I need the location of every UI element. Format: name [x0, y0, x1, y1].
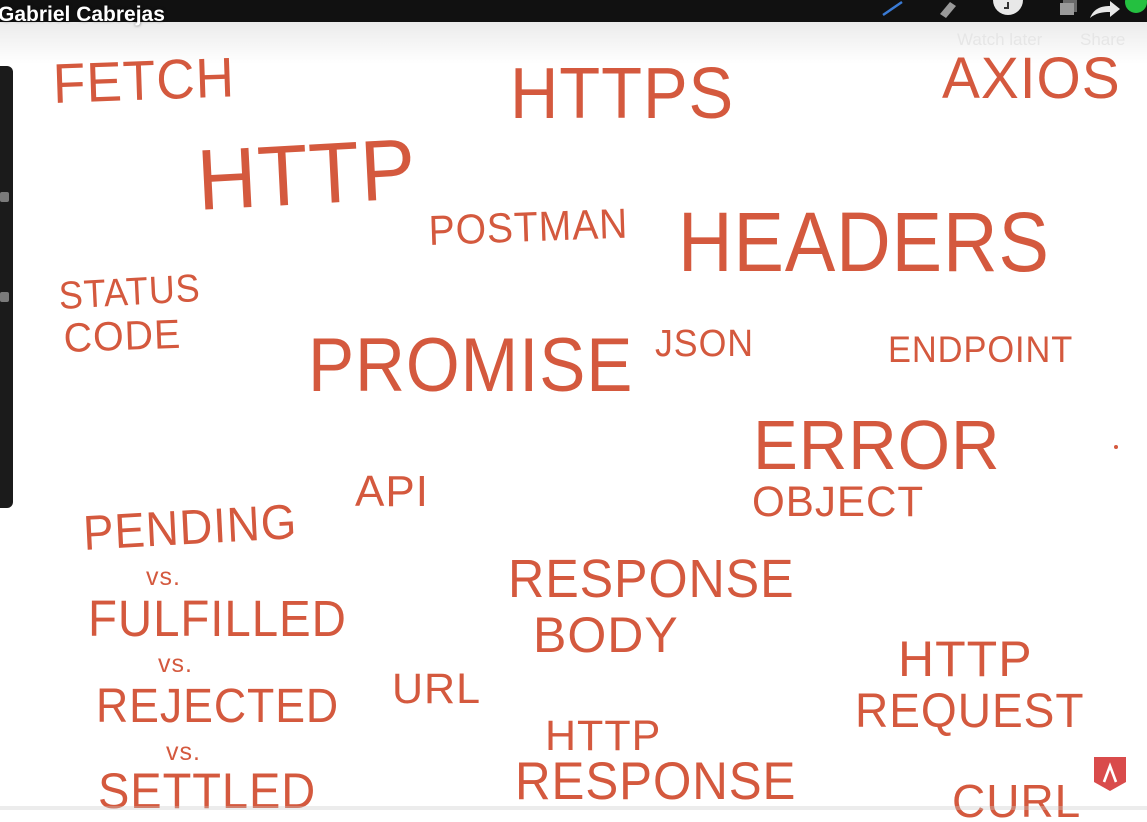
word-endpoint: ENDPOINT [888, 329, 1074, 370]
word-http-response-2: RESPONSE [515, 752, 797, 811]
watch-later-button[interactable]: Watch later [957, 30, 1043, 49]
word-json: JSON [655, 323, 755, 365]
word-axios: AXIOS [942, 46, 1121, 111]
channel-logo-icon[interactable] [1093, 756, 1127, 792]
top-toolbar-icons [882, 0, 956, 18]
clock-icon[interactable] [992, 0, 1024, 18]
tool-slider-handle[interactable] [0, 292, 9, 302]
word-object: OBJECT [752, 478, 925, 526]
channel-name[interactable]: Gabriel Cabrejas [0, 3, 165, 26]
highlighter-icon[interactable] [940, 2, 956, 18]
word-curl: CURL [952, 775, 1082, 822]
word-status: STATUS [57, 266, 202, 318]
word-code: CODE [62, 310, 182, 361]
word-response: RESPONSE [508, 549, 795, 609]
video-progress-track[interactable] [0, 806, 1147, 810]
word-error: ERROR [753, 406, 1001, 484]
word-http: HTTP [194, 121, 419, 229]
word-vs-2: vs. [158, 650, 193, 678]
word-http-request-2: REQUEST [855, 685, 1085, 738]
word-postman: POSTMAN [427, 199, 629, 254]
word-pending: PENDING [81, 494, 299, 561]
word-http-response-1: HTTP [545, 712, 662, 760]
word-http-request-1: HTTP [898, 631, 1033, 687]
pen-icon[interactable] [882, 0, 903, 17]
word-fetch: FETCH [51, 45, 236, 115]
share-button[interactable]: Share [1080, 30, 1126, 49]
word-headers: HEADERS [678, 195, 1050, 289]
queue-icon[interactable] [1060, 0, 1082, 16]
drawing-tool-panel[interactable] [0, 66, 13, 508]
word-vs-3: vs. [166, 738, 201, 766]
tool-slider-handle[interactable] [0, 192, 9, 202]
word-body: BODY [533, 607, 679, 663]
word-rejected: REJECTED [96, 680, 340, 733]
word-fulfilled: FULFILLED [88, 590, 347, 647]
word-promise: PROMISE [308, 323, 634, 408]
green-status-icon [1125, 0, 1147, 13]
top-gradient [0, 22, 1147, 64]
word-https: HTTPS [510, 54, 735, 134]
word-settled: SETTLED [98, 763, 317, 819]
stray-dot [1114, 445, 1118, 449]
word-api: API [355, 467, 429, 516]
video-top-overlay [0, 0, 1147, 22]
word-vs-1: vs. [146, 563, 181, 591]
share-arrow-icon[interactable] [1088, 0, 1122, 20]
word-url: URL [392, 665, 482, 713]
